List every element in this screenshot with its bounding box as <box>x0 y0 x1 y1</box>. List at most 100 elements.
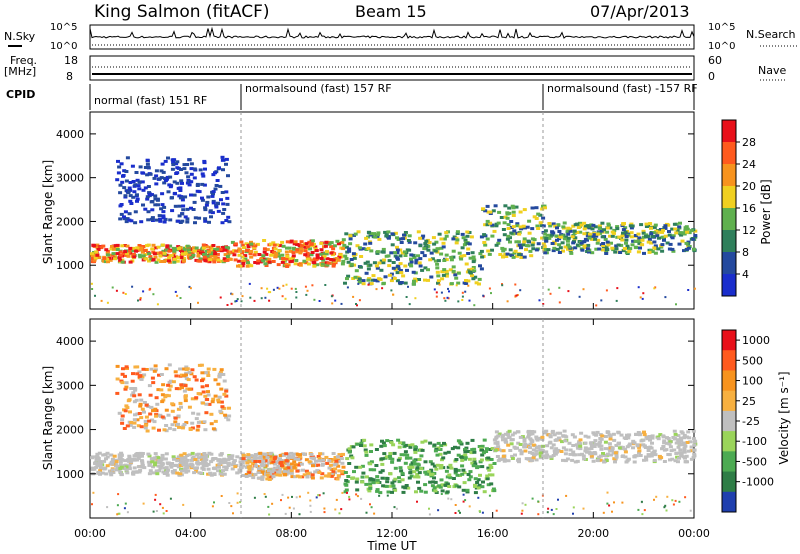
heatmap-cell <box>527 231 532 235</box>
heatmap-cell <box>119 162 124 166</box>
heatmap-cell <box>348 234 353 238</box>
heatmap-cell <box>189 462 194 466</box>
heatmap-cell <box>433 449 438 453</box>
heatmap-cell <box>518 443 523 446</box>
heatmap-cell <box>454 236 459 240</box>
heatmap-cell <box>574 443 579 447</box>
heatmap-cell <box>124 385 129 389</box>
heatmap-cell <box>373 512 376 515</box>
heatmap-cell <box>164 429 169 433</box>
heatmap-cell <box>418 257 423 261</box>
cpid-segment-label: normal (fast) 151 RF <box>94 94 207 107</box>
heatmap-cell <box>423 460 428 464</box>
heatmap-cell <box>417 261 422 265</box>
heatmap-cell <box>181 252 185 256</box>
heatmap-cell <box>389 441 394 445</box>
heatmap-cell <box>190 426 195 430</box>
heatmap-cell <box>387 259 392 263</box>
heatmap-cell <box>300 475 305 479</box>
heatmap-cell <box>137 299 139 302</box>
heatmap-cell <box>497 210 502 214</box>
heatmap-cell <box>257 459 262 463</box>
heatmap-cell <box>97 256 102 260</box>
cpid-segment-label: normalsound (fast) -157 RF <box>547 82 698 95</box>
heatmap-cell <box>104 457 108 461</box>
heatmap-cell <box>349 258 354 261</box>
heatmap-cell <box>125 156 130 160</box>
heatmap-cell <box>223 248 228 252</box>
heatmap-cell <box>174 162 179 166</box>
heatmap-cell <box>226 215 231 219</box>
heatmap-cell <box>465 234 470 238</box>
heatmap-cell <box>152 176 157 180</box>
heatmap-cell <box>415 473 420 476</box>
heatmap-cell <box>150 217 154 221</box>
heatmap-cell <box>211 505 214 508</box>
heatmap-cell <box>161 170 166 174</box>
heatmap-cell <box>216 398 221 402</box>
heatmap-cell <box>247 470 252 474</box>
heatmap-cell <box>292 465 297 469</box>
heatmap-cell <box>668 242 673 246</box>
heatmap-cell <box>302 259 307 263</box>
heatmap-cell <box>172 428 177 432</box>
heatmap-cell <box>328 463 333 467</box>
heatmap-cell <box>506 443 511 447</box>
heatmap-cell <box>459 455 464 459</box>
heatmap-cell <box>304 469 309 473</box>
heatmap-cell <box>183 394 188 398</box>
heatmap-cell <box>115 289 118 292</box>
heatmap-cell <box>340 470 345 473</box>
heatmap-cell <box>152 456 157 460</box>
heatmap-cell <box>587 236 592 240</box>
heatmap-cell <box>432 476 436 480</box>
heatmap-cell <box>223 253 228 257</box>
heatmap-cell <box>637 286 640 289</box>
heatmap-cell <box>305 257 310 261</box>
heatmap-cell <box>405 453 410 457</box>
heatmap-cell <box>482 241 487 244</box>
heatmap-cell <box>303 245 308 249</box>
heatmap-cell <box>362 444 367 448</box>
heatmap-cell <box>196 249 201 252</box>
heatmap-cell <box>315 496 318 499</box>
heatmap-cell <box>561 458 565 462</box>
heatmap-cell <box>298 455 303 459</box>
heatmap-cell <box>262 250 267 254</box>
heatmap-cell <box>556 448 561 452</box>
heatmap-cell <box>621 228 626 232</box>
heatmap-cell <box>531 456 536 460</box>
heatmap-cell <box>483 223 488 227</box>
heatmap-cell <box>593 439 598 443</box>
heatmap-cell <box>297 244 302 248</box>
heatmap-cell <box>619 433 624 437</box>
heatmap-cell <box>466 279 471 283</box>
heatmap-cell <box>582 240 587 244</box>
heatmap-cell <box>283 467 288 471</box>
heatmap-cell <box>432 464 437 468</box>
heatmap-cell <box>134 470 139 474</box>
heatmap-cell <box>264 264 269 267</box>
heatmap-cell <box>315 255 320 259</box>
heatmap-cell <box>404 484 409 487</box>
heatmap-cell <box>510 204 515 208</box>
heatmap-cell <box>354 269 359 273</box>
heatmap-cell <box>299 247 304 251</box>
heatmap-cell <box>471 260 476 264</box>
heatmap-cell <box>688 440 693 444</box>
heatmap-cell <box>152 369 157 373</box>
heatmap-cell <box>629 231 634 235</box>
heatmap-cell <box>253 244 258 248</box>
heatmap-cell <box>267 291 270 294</box>
heatmap-cell <box>392 451 397 455</box>
heatmap-cell <box>239 240 244 244</box>
heatmap-cell <box>105 250 110 253</box>
heatmap-cell <box>329 258 334 261</box>
heatmap-cell <box>406 239 411 242</box>
heatmap-cell <box>93 461 97 465</box>
heatmap-cell <box>624 251 629 254</box>
heatmap-cell <box>115 364 120 368</box>
heatmap-cell <box>434 240 439 244</box>
heatmap-cell <box>671 499 674 502</box>
heatmap-cell <box>117 493 120 496</box>
